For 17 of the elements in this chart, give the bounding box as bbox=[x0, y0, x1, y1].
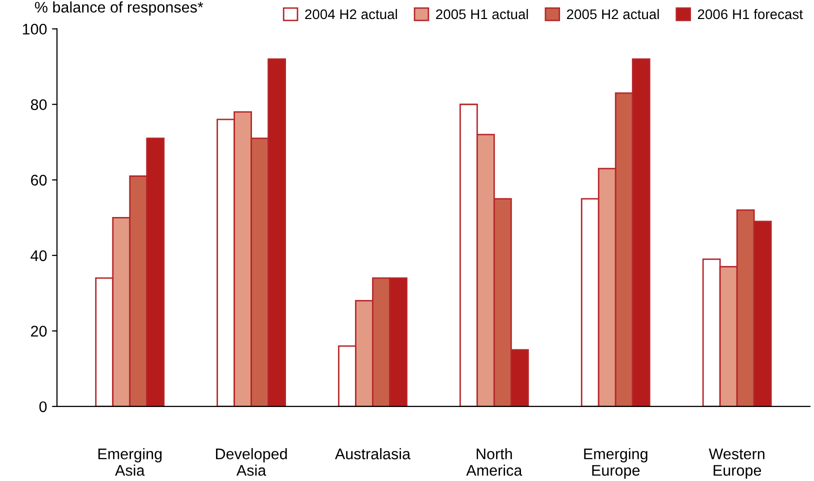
y-tick-label: 60 bbox=[31, 174, 47, 186]
y-tick-label: 80 bbox=[30, 99, 47, 110]
legend-label: 2005 H1 actual bbox=[436, 8, 528, 20]
y-tick-label: 100 bbox=[22, 24, 47, 35]
x-tick-label: Developed Asia bbox=[216, 448, 287, 476]
x-tick-label: Emerging Europe bbox=[584, 448, 648, 479]
legend-label: 2006 H1 forecast bbox=[698, 8, 803, 20]
legend-label: 2004 H2 actual bbox=[305, 8, 397, 20]
y-tick-label: 0 bbox=[39, 401, 47, 412]
y-tick-label: 20 bbox=[31, 326, 47, 337]
x-tick-label: Western Europe bbox=[708, 448, 764, 479]
x-tick-label: Australasia bbox=[334, 448, 411, 460]
x-tick-label: Emerging Asia bbox=[98, 448, 162, 476]
x-tick-label: North America bbox=[466, 448, 522, 476]
legend-label: 2005 H2 actual bbox=[566, 8, 659, 20]
y-axis-title: % balance of responses* bbox=[34, 1, 204, 16]
y-tick-label: 40 bbox=[30, 250, 47, 262]
